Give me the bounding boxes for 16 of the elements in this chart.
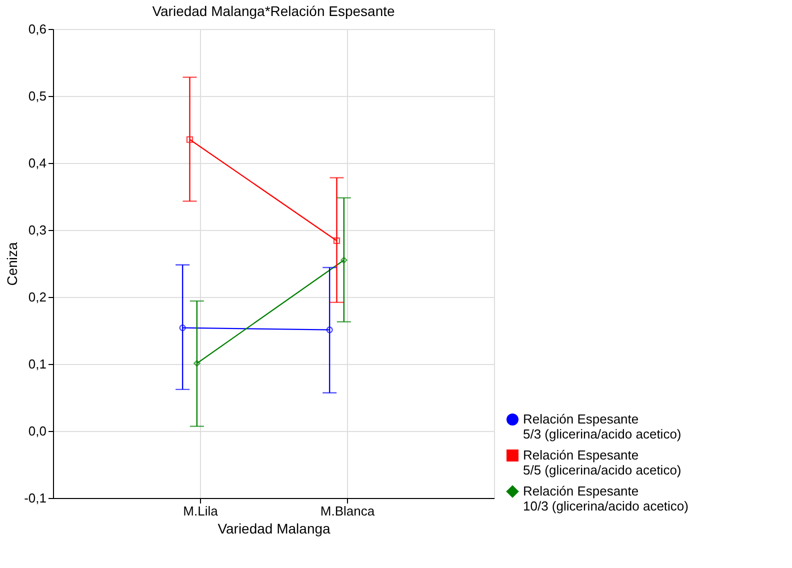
x-tick-label: M.Lila [183,504,219,518]
y-tick-label: 0,1 [28,356,46,372]
y-tick-label: 0,3 [28,222,46,238]
x-axis-title: Variedad Malanga [218,520,331,536]
legend-label: Relación Espesante 10/3 (glicerina/acido acetico) [523,484,688,514]
y-tick-label: 0,2 [28,290,46,304]
y-tick-label: 0,4 [28,156,46,170]
legend-label: Relación Espesante 5/5 (glicerina/acido acetico) [523,448,682,478]
y-tick-label: 0,6 [28,22,46,36]
y-axis-title: Ceniza [4,242,20,286]
chart-title: Variedad Malanga*Relación Espesante [152,3,395,19]
x-tick-label: M.Blanca [320,504,376,518]
y-tick-label: 0,0 [28,424,46,438]
legend-label: Relación Espesante 5/3 (glicerina/acido acetico) [523,412,682,442]
y-tick-label: -0,1 [24,490,46,506]
y-tick-label: 0,5 [28,88,46,104]
